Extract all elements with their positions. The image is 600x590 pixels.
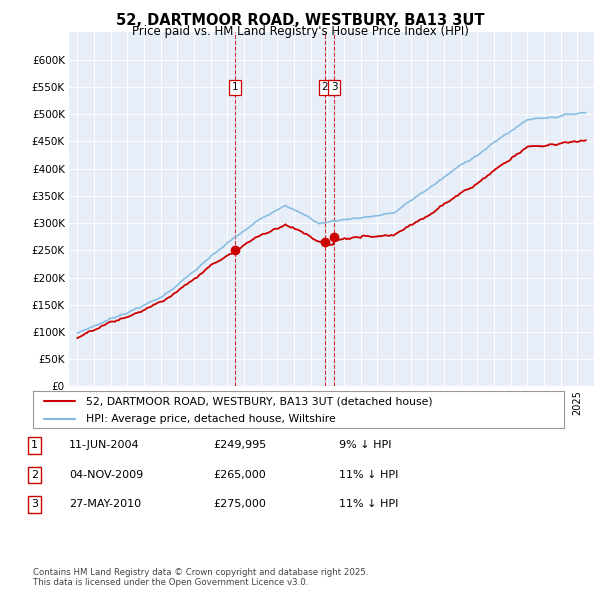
Text: 11% ↓ HPI: 11% ↓ HPI [339,500,398,509]
Text: £249,995: £249,995 [213,441,266,450]
Text: HPI: Average price, detached house, Wiltshire: HPI: Average price, detached house, Wilt… [86,414,336,424]
Text: 3: 3 [331,83,337,92]
Text: £265,000: £265,000 [213,470,266,480]
Text: 2: 2 [322,83,328,92]
Text: Contains HM Land Registry data © Crown copyright and database right 2025.
This d: Contains HM Land Registry data © Crown c… [33,568,368,587]
Text: 1: 1 [232,83,238,92]
Text: 3: 3 [31,500,38,509]
Text: 9% ↓ HPI: 9% ↓ HPI [339,441,391,450]
Text: 52, DARTMOOR ROAD, WESTBURY, BA13 3UT: 52, DARTMOOR ROAD, WESTBURY, BA13 3UT [116,13,484,28]
Text: 11-JUN-2004: 11-JUN-2004 [69,441,140,450]
Text: 27-MAY-2010: 27-MAY-2010 [69,500,141,509]
Text: 52, DARTMOOR ROAD, WESTBURY, BA13 3UT (detached house): 52, DARTMOOR ROAD, WESTBURY, BA13 3UT (d… [86,396,433,407]
Text: 11% ↓ HPI: 11% ↓ HPI [339,470,398,480]
Text: 04-NOV-2009: 04-NOV-2009 [69,470,143,480]
Text: £275,000: £275,000 [213,500,266,509]
Text: 2: 2 [31,470,38,480]
Text: Price paid vs. HM Land Registry's House Price Index (HPI): Price paid vs. HM Land Registry's House … [131,25,469,38]
Text: 1: 1 [31,441,38,450]
